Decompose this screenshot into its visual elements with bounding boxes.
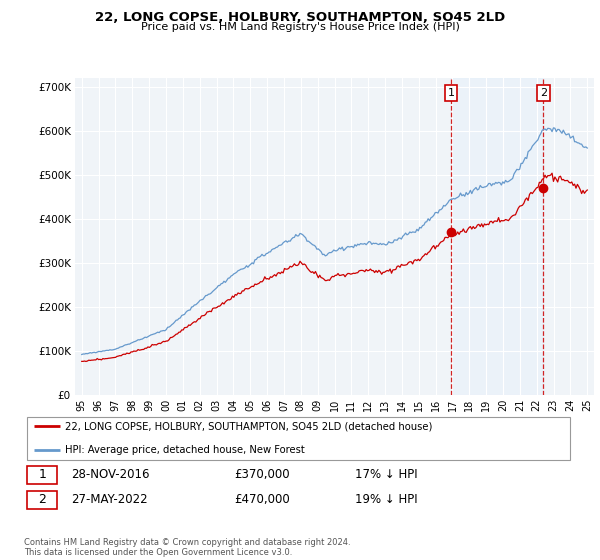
Text: 17% ↓ HPI: 17% ↓ HPI bbox=[355, 468, 418, 481]
Text: 1: 1 bbox=[38, 468, 46, 481]
Text: 28-NOV-2016: 28-NOV-2016 bbox=[71, 468, 149, 481]
Text: 1: 1 bbox=[448, 88, 454, 98]
FancyBboxPatch shape bbox=[27, 491, 57, 509]
Text: 2: 2 bbox=[38, 493, 46, 506]
Text: £470,000: £470,000 bbox=[234, 493, 290, 506]
Text: £370,000: £370,000 bbox=[234, 468, 289, 481]
Text: 22, LONG COPSE, HOLBURY, SOUTHAMPTON, SO45 2LD (detached house): 22, LONG COPSE, HOLBURY, SOUTHAMPTON, SO… bbox=[65, 421, 433, 431]
Text: 22, LONG COPSE, HOLBURY, SOUTHAMPTON, SO45 2LD: 22, LONG COPSE, HOLBURY, SOUTHAMPTON, SO… bbox=[95, 11, 505, 24]
Text: Contains HM Land Registry data © Crown copyright and database right 2024.
This d: Contains HM Land Registry data © Crown c… bbox=[24, 538, 350, 557]
Text: HPI: Average price, detached house, New Forest: HPI: Average price, detached house, New … bbox=[65, 445, 305, 455]
Bar bbox=[451, 78, 544, 395]
Text: Price paid vs. HM Land Registry's House Price Index (HPI): Price paid vs. HM Land Registry's House … bbox=[140, 22, 460, 32]
FancyBboxPatch shape bbox=[27, 417, 571, 460]
FancyBboxPatch shape bbox=[27, 465, 57, 484]
Text: 27-MAY-2022: 27-MAY-2022 bbox=[71, 493, 148, 506]
Text: 2: 2 bbox=[540, 88, 547, 98]
Text: 19% ↓ HPI: 19% ↓ HPI bbox=[355, 493, 418, 506]
